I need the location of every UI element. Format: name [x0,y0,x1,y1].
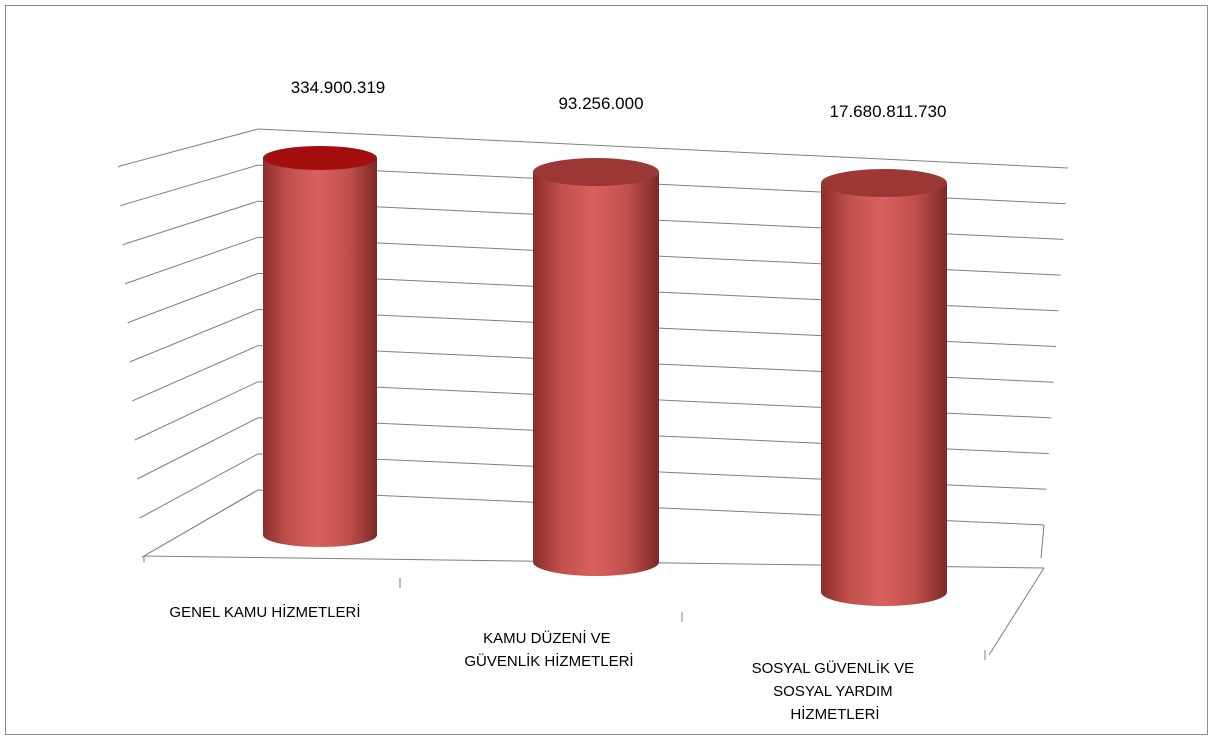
side-gridline [138,417,259,479]
side-gridline [131,309,259,362]
bars-group [263,146,947,606]
side-tick [122,243,126,246]
floor-edge [143,489,259,557]
side-tick [132,399,135,402]
side-gridline [124,200,259,245]
data-label-genel-kamu: 334.900.319 [291,78,386,97]
side-gridline [119,128,259,167]
data-label-kamu-duzeni: 93.256.000 [558,94,643,113]
side-gridline [141,453,259,518]
side-gridline [136,381,259,440]
side-tick [124,282,128,285]
cylinder-body [263,158,377,547]
side-gridline [129,272,259,323]
side-gridline [134,345,259,401]
side-tick [129,360,133,363]
side-tick [120,204,123,207]
bar-1 [533,158,659,576]
back-gridline [257,128,1069,169]
side-gridline [122,164,259,206]
floor-edge [1040,524,1045,559]
side-tick [117,165,121,168]
side-wall-gridlines [117,128,259,558]
bar-2 [821,169,947,606]
category-label-genel-kamu: GENEL KAMU HİZMETLERİ [169,603,360,621]
cylinder-body [821,183,947,606]
cylinder-body [533,172,659,576]
side-tick [127,321,130,324]
side-tick [139,516,142,519]
category-label-sosyal-guvenlik: SOSYAL GÜVENLİK VE SOSYAL YARDIM HİZMETL… [752,659,919,723]
cylinder-top [821,169,947,197]
cylinder-top [263,146,377,170]
category-label-kamu-duzeni: KAMU DÜZENİ VE GÜVENLİK HİZMETLERİ [464,629,633,670]
side-tick [134,438,138,441]
cylinder-top [533,158,659,186]
bar-0 [263,146,377,547]
side-tick [136,477,140,480]
floor-right-edge [988,567,1045,656]
side-gridline [127,236,259,284]
data-label-sosyal-guvenlik: 17.680.811.730 [830,102,947,121]
